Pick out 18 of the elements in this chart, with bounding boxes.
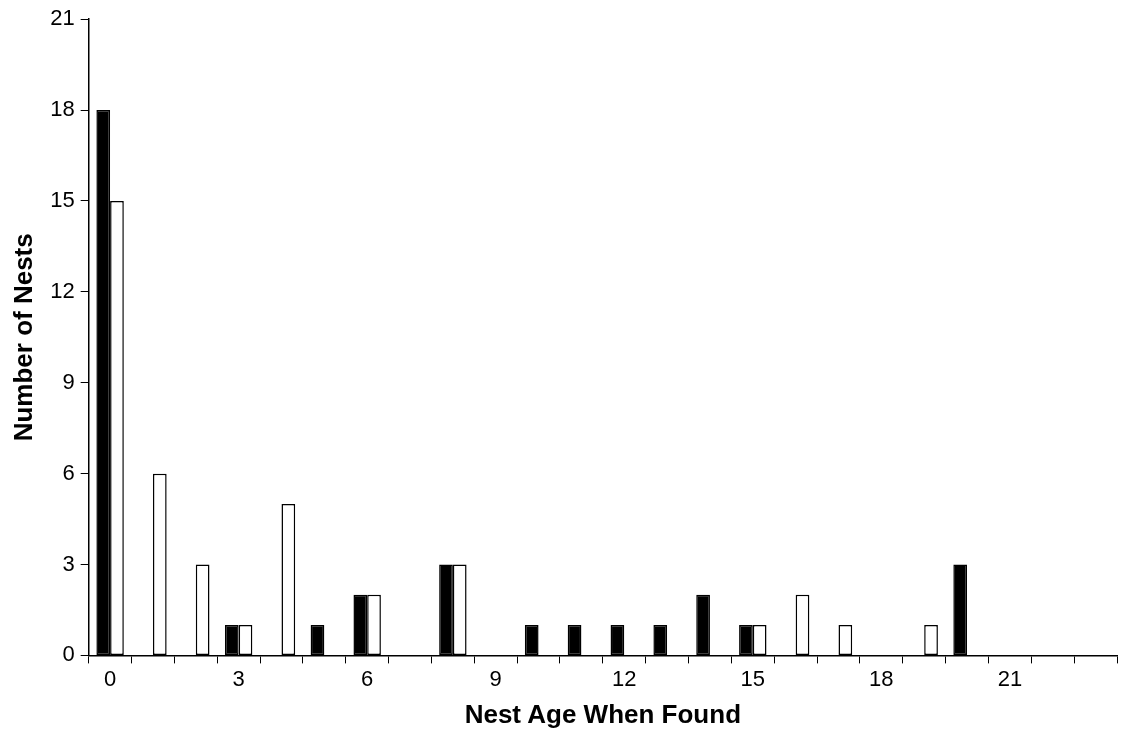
y-axis-title: Number of Nests xyxy=(7,233,38,442)
x-tick-label: 12 xyxy=(612,665,637,691)
x-tick-label: 3 xyxy=(232,665,245,691)
y-tick-label: 18 xyxy=(50,96,75,122)
x-axis-title: Nest Age When Found xyxy=(464,698,742,729)
y-tick-label: 6 xyxy=(62,459,75,485)
y-tick-label: 9 xyxy=(62,368,75,394)
x-tick-label: 18 xyxy=(869,665,894,691)
x-tick-label: 0 xyxy=(103,665,117,691)
y-tick-label: 0 xyxy=(62,641,75,667)
y-tick-label: 3 xyxy=(62,550,75,576)
x-tick-label: 21 xyxy=(997,665,1023,691)
x-tick-label: 9 xyxy=(489,665,502,691)
x-tick-label: 15 xyxy=(740,665,766,691)
x-tick-label: 6 xyxy=(361,665,374,691)
y-tick-label: 21 xyxy=(50,5,75,31)
y-tick-label: 12 xyxy=(50,277,75,303)
y-tick-label: 15 xyxy=(50,187,75,213)
